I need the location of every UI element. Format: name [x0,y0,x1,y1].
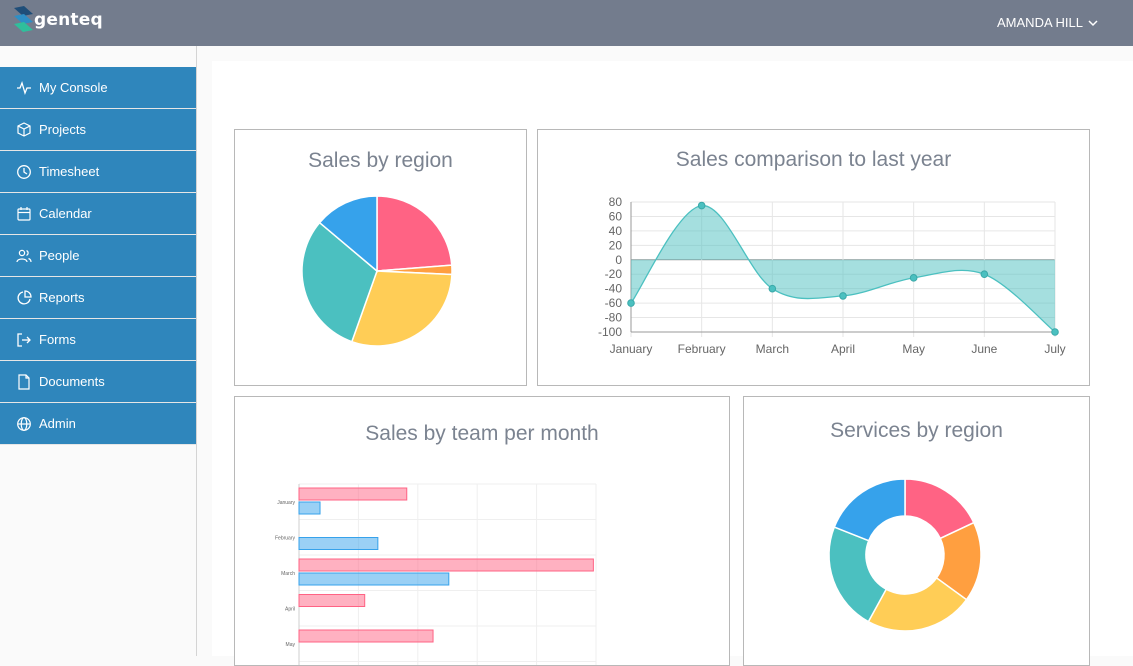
brand-name[interactable]: genteq [34,10,103,30]
bar [298,487,408,501]
y-tick-label: May [286,642,296,648]
sales-by-team-card: Sales by team per month January February M… [234,396,730,666]
sidebar-item-projects[interactable]: Projects [0,109,196,151]
y-tick-label: -20 [605,267,623,281]
sidebar-item-label: Timesheet [39,164,100,179]
genteq-logo-icon[interactable] [12,6,102,38]
y-tick-label: -40 [605,282,623,296]
sidebar-item-label: Reports [39,290,85,305]
y-tick-label: February [275,535,296,541]
user-name: AMANDA HILL [997,15,1083,30]
pie-slice [828,526,888,623]
y-tick-label: -80 [605,311,623,325]
pie-slice [318,195,378,273]
area-fill [631,205,1055,332]
x-tick-label: July [1044,342,1065,356]
chart-title: Sales comparison to last year [675,148,952,171]
sidebar-item-my-console[interactable]: My Console [0,67,196,109]
sidebar: My Console Projects Timesheet Calendar P… [0,46,197,656]
y-tick-label: April [285,606,295,612]
sales-by-region-card: Sales by region [234,129,527,386]
sidebar-item-label: People [39,248,80,263]
x-tick-label: January [610,342,653,356]
calendar-icon [17,206,31,221]
pie-slice [833,478,906,542]
sidebar-item-label: Calendar [39,206,92,221]
y-tick-label: -100 [598,325,622,339]
chart-title: Sales by region [308,149,453,172]
y-tick-label: 60 [609,209,623,223]
bar [298,629,434,643]
file-icon [18,373,30,390]
y-tick-label: 80 [609,195,623,209]
sidebar-item-label: Projects [39,122,86,137]
x-tick-label: June [971,342,997,356]
bar [298,537,379,550]
chevron-down-icon [1088,19,1098,26]
sales-comparison-card: Sales comparison to last year 80 60 40 20 0-… [537,129,1090,386]
data-point [697,201,706,210]
bar [298,572,450,586]
x-tick-label: April [831,342,855,356]
user-menu[interactable]: AMANDA HILL [997,15,1099,30]
sidebar-item-reports[interactable]: Reports [0,277,196,319]
globe-icon [17,416,31,431]
sidebar-item-forms[interactable]: Forms [0,319,196,361]
sidebar-item-documents[interactable]: Documents [0,361,196,403]
sidebar-item-people[interactable]: People [0,235,196,277]
services-by-region-chart [828,478,982,632]
sidebar-item-label: My Console [39,80,108,95]
data-point [1051,328,1059,336]
activity-icon [17,80,31,95]
data-point [768,284,777,293]
cube-icon [17,121,31,137]
pie-chart-icon [17,289,32,305]
y-tick-label: March [281,571,295,577]
x-tick-label: May [902,342,925,356]
top-bar: genteq AMANDA HILL [0,0,1133,46]
sidebar-item-label: Documents [39,374,105,389]
data-point [839,292,847,300]
chart-title: Sales by team per month [365,422,599,445]
bar [298,558,594,572]
sales-by-team-chart: January February March April May [275,483,597,665]
services-by-region-card: Services by region [743,396,1090,666]
y-tick-label: 20 [609,238,623,252]
sidebar-item-calendar[interactable]: Calendar [0,193,196,235]
sidebar-item-admin[interactable]: Admin [0,403,196,445]
sales-by-region-chart [301,195,453,347]
y-tick-label: -60 [605,296,623,310]
log-out-icon [17,332,31,347]
data-point [980,270,989,279]
sidebar-item-timesheet[interactable]: Timesheet [0,151,196,193]
pie-slice [301,221,378,343]
sidebar-nav: My Console Projects Timesheet Calendar P… [0,67,196,445]
pie-slice [867,576,968,632]
bar [298,594,366,607]
pie-slice [350,270,453,347]
pie-slice [376,195,453,272]
x-tick-label: March [756,342,789,356]
y-tick-label: 0 [615,253,622,267]
y-tick-label: 40 [609,224,623,238]
users-icon [16,249,32,262]
data-point [627,299,635,307]
sidebar-item-label: Forms [39,332,76,347]
chart-title: Services by region [830,419,1003,442]
x-tick-label: February [678,342,726,356]
y-tick-label: January [277,500,295,506]
data-point [909,274,918,282]
clock-icon [17,164,31,179]
bar [298,501,321,515]
sidebar-item-label: Admin [39,416,76,431]
